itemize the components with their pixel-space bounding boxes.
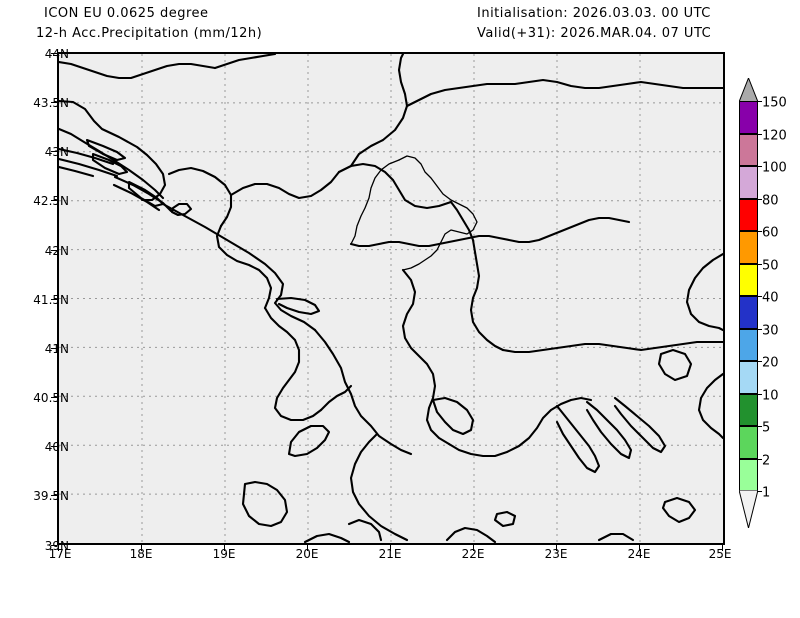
y-tick (51, 397, 57, 398)
y-axis-label-40N: 40N (44, 440, 69, 454)
colorbar-tick (757, 426, 762, 427)
colorbar-label-40: 40 (762, 290, 779, 306)
x-axis-label-21E: 21E (378, 547, 402, 561)
precipitation-colorbar (739, 101, 758, 491)
x-axis-label-17E: 17E (48, 547, 72, 561)
colorbar-tick (757, 101, 762, 102)
y-axis-label-43N: 43N (44, 145, 69, 159)
x-axis-label-18E: 18E (129, 547, 153, 561)
y-axis-label-43.5N: 43.5N (33, 96, 69, 110)
colorbar-band-10-20 (739, 361, 758, 394)
x-axis-label-24E: 24E (627, 547, 651, 561)
colorbar-label-150: 150 (762, 95, 787, 111)
colorbar-label-30: 30 (762, 323, 779, 338)
colorbar-tick (757, 491, 762, 492)
y-axis-label-41N: 41N (44, 342, 69, 356)
colorbar-label-60: 60 (762, 225, 779, 241)
colorbar-tick (757, 166, 762, 167)
y-tick (51, 495, 57, 496)
initialisation-time: Initialisation: 2026.03.03. 00 UTC (477, 6, 711, 21)
y-axis-label-44N: 44N (44, 47, 69, 61)
map-plot-area (57, 52, 725, 545)
colorbar-label-2: 2 (762, 453, 771, 468)
y-tick (51, 545, 57, 546)
model-title: ICON EU 0.0625 degree (44, 6, 209, 21)
x-axis-label-23E: 23E (544, 547, 568, 561)
y-tick (51, 446, 57, 447)
colorbar-above-max-arrow (739, 78, 758, 102)
colorbar-tick (757, 458, 762, 460)
y-tick (51, 299, 57, 300)
colorbar-band-20-30 (739, 328, 758, 361)
x-axis-label-20E: 20E (295, 547, 319, 561)
x-tick (722, 545, 723, 551)
colorbar-tick (757, 263, 762, 265)
x-axis-label-22E: 22E (461, 547, 485, 561)
colorbar-band-5-10 (739, 393, 758, 426)
colorbar-label-20: 20 (762, 355, 779, 371)
y-axis-label-39.5N: 39.5N (33, 489, 69, 503)
colorbar-tick (757, 133, 762, 135)
colorbar-band-120-150 (739, 101, 758, 134)
y-axis-label-39N: 39N (44, 539, 69, 553)
colorbar-band-30-40 (739, 296, 758, 329)
colorbar-band-40-50 (739, 263, 758, 296)
colorbar-tick (757, 231, 762, 232)
x-tick (639, 545, 640, 551)
y-axis-label-41.5N: 41.5N (33, 293, 69, 307)
y-tick (51, 53, 57, 54)
colorbar-label-120: 120 (762, 128, 787, 143)
colorbar-band-1-2 (739, 458, 758, 491)
colorbar-label-10: 10 (762, 388, 779, 403)
x-tick (141, 545, 142, 551)
colorbar-band-80-100 (739, 166, 758, 199)
x-tick (307, 545, 308, 551)
y-tick (51, 348, 57, 349)
colorbar-band-60-80 (739, 198, 758, 231)
field-title: 12-h Acc.Precipitation (mm/12h) (36, 26, 263, 41)
x-tick (58, 545, 59, 551)
y-tick (51, 200, 57, 201)
colorbar-band-2-5 (739, 426, 758, 459)
y-axis-label-42.5N: 42.5N (33, 194, 69, 208)
colorbar-tick (757, 393, 762, 395)
x-tick (390, 545, 391, 551)
x-tick (473, 545, 474, 551)
x-tick (224, 545, 225, 551)
valid-time: Valid(+31): 2026.MAR.04. 07 UTC (477, 26, 712, 41)
colorbar-tick (757, 361, 762, 362)
y-tick (51, 151, 57, 152)
coastline-and-border-overlay (59, 54, 723, 543)
colorbar-label-80: 80 (762, 193, 779, 208)
colorbar-tick (757, 198, 762, 200)
y-tick (51, 102, 57, 103)
colorbar-label-100: 100 (762, 160, 787, 176)
colorbar-band-50-60 (739, 231, 758, 264)
x-tick (556, 545, 557, 551)
y-axis-label-40.5N: 40.5N (33, 391, 69, 405)
y-tick (51, 250, 57, 251)
colorbar-below-min-arrow (739, 490, 758, 528)
colorbar-label-50: 50 (762, 258, 779, 273)
colorbar-label-5: 5 (762, 420, 771, 436)
colorbar-tick (757, 296, 762, 297)
x-axis-label-25E: 25E (708, 547, 732, 561)
y-axis-label-42N: 42N (44, 244, 69, 258)
colorbar-label-1: 1 (762, 485, 771, 501)
x-axis-label-19E: 19E (212, 547, 236, 561)
colorbar-band-100-120 (739, 133, 758, 166)
colorbar-tick (757, 328, 762, 330)
